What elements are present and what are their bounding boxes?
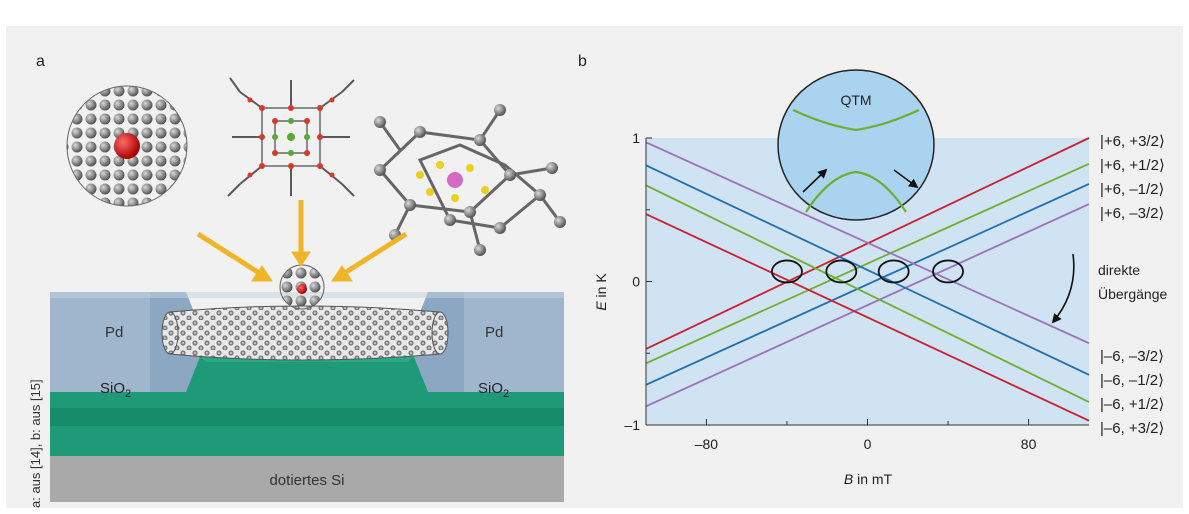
series-line-2 bbox=[645, 163, 1090, 365]
state-label-upper-3: |+6, –1/2⟩ bbox=[1100, 181, 1164, 198]
sio2-right-label: SiO2 bbox=[478, 380, 509, 400]
x-tick-label-2: 0 bbox=[864, 436, 872, 452]
qtm-label: QTM bbox=[840, 92, 871, 108]
nanotube-end-right bbox=[431, 311, 449, 355]
state-label-lower-4: |–6, +3/2⟩ bbox=[1100, 420, 1164, 437]
sio2-left-label: SiO2 bbox=[100, 380, 131, 400]
qtm-inset: QTM bbox=[777, 69, 935, 221]
transition-label-line2: Übergänge bbox=[1098, 285, 1167, 302]
crossing-marker-1 bbox=[771, 259, 803, 284]
state-label-upper-2: |+6, +1/2⟩ bbox=[1100, 157, 1165, 174]
substrate-label: dotiertes Si bbox=[269, 472, 344, 489]
cluster-metal-atoms bbox=[272, 118, 310, 156]
panel-a-label: a bbox=[36, 53, 45, 70]
y-tick-label-1: –1 bbox=[624, 417, 640, 433]
series-line-5 bbox=[645, 141, 1090, 345]
image-credit: a: aus [14], b: aus [15] bbox=[28, 379, 43, 508]
qtm-lower-branch bbox=[805, 170, 907, 213]
x-axis-label: B in mT bbox=[844, 471, 893, 487]
state-label-lower-2: |–6, –1/2⟩ bbox=[1100, 372, 1164, 389]
crossing-marker-3 bbox=[877, 259, 910, 284]
qtm-inset-ellipse bbox=[777, 69, 935, 221]
y-axis-label: E in K bbox=[593, 273, 609, 311]
fullerene-core bbox=[114, 133, 140, 159]
y-tick-label-2: 0 bbox=[632, 274, 640, 290]
substrate-layer bbox=[50, 456, 564, 502]
assembly-arrows bbox=[196, 200, 408, 282]
series-line-8 bbox=[645, 213, 1090, 422]
double-decker-molecule bbox=[374, 104, 566, 256]
x-tick-label-3: 80 bbox=[1021, 436, 1037, 452]
series-line-7 bbox=[645, 184, 1090, 403]
transition-arrow-icon bbox=[1051, 253, 1075, 324]
state-label-lower-3: |–6, +1/2⟩ bbox=[1100, 396, 1164, 413]
series-line-3 bbox=[645, 183, 1090, 386]
transition-label-line1: direkte bbox=[1098, 262, 1140, 278]
x-tick-label-1: –80 bbox=[695, 436, 719, 452]
crossing-marker-4 bbox=[932, 259, 964, 284]
series-layer bbox=[645, 137, 1090, 422]
series-line-4 bbox=[645, 203, 1090, 408]
lanthanide-ion bbox=[447, 172, 463, 188]
state-label-upper-1: |+6, +3/2⟩ bbox=[1100, 133, 1165, 150]
series-line-6 bbox=[645, 164, 1090, 376]
qtm-arrow-left-icon bbox=[802, 168, 828, 193]
qtm-upper-branch bbox=[792, 109, 920, 132]
qtm-arrow-right-icon bbox=[893, 169, 919, 189]
state-labels: |+6, +3/2⟩ |+6, +1/2⟩ |+6, –1/2⟩ |+6, –3… bbox=[1100, 133, 1165, 437]
pd-right-label: Pd bbox=[485, 324, 503, 341]
y-tick-label-3: 1 bbox=[632, 130, 640, 146]
pd-left-label: Pd bbox=[105, 324, 123, 341]
fullerene-core-small bbox=[297, 284, 307, 294]
crossing-marker-2 bbox=[825, 259, 858, 284]
state-label-lower-1: |–6, –3/2⟩ bbox=[1100, 348, 1164, 365]
tick-layer: –80 0 80 –1 0 1 bbox=[624, 130, 1036, 452]
cluster-atoms bbox=[247, 97, 335, 178]
panel-b-label: b bbox=[578, 53, 587, 70]
state-label-upper-4: |+6, –3/2⟩ bbox=[1100, 205, 1164, 222]
nanotube-end-left bbox=[161, 311, 179, 355]
crossing-layer bbox=[771, 259, 964, 284]
oxide-band bbox=[50, 408, 564, 426]
